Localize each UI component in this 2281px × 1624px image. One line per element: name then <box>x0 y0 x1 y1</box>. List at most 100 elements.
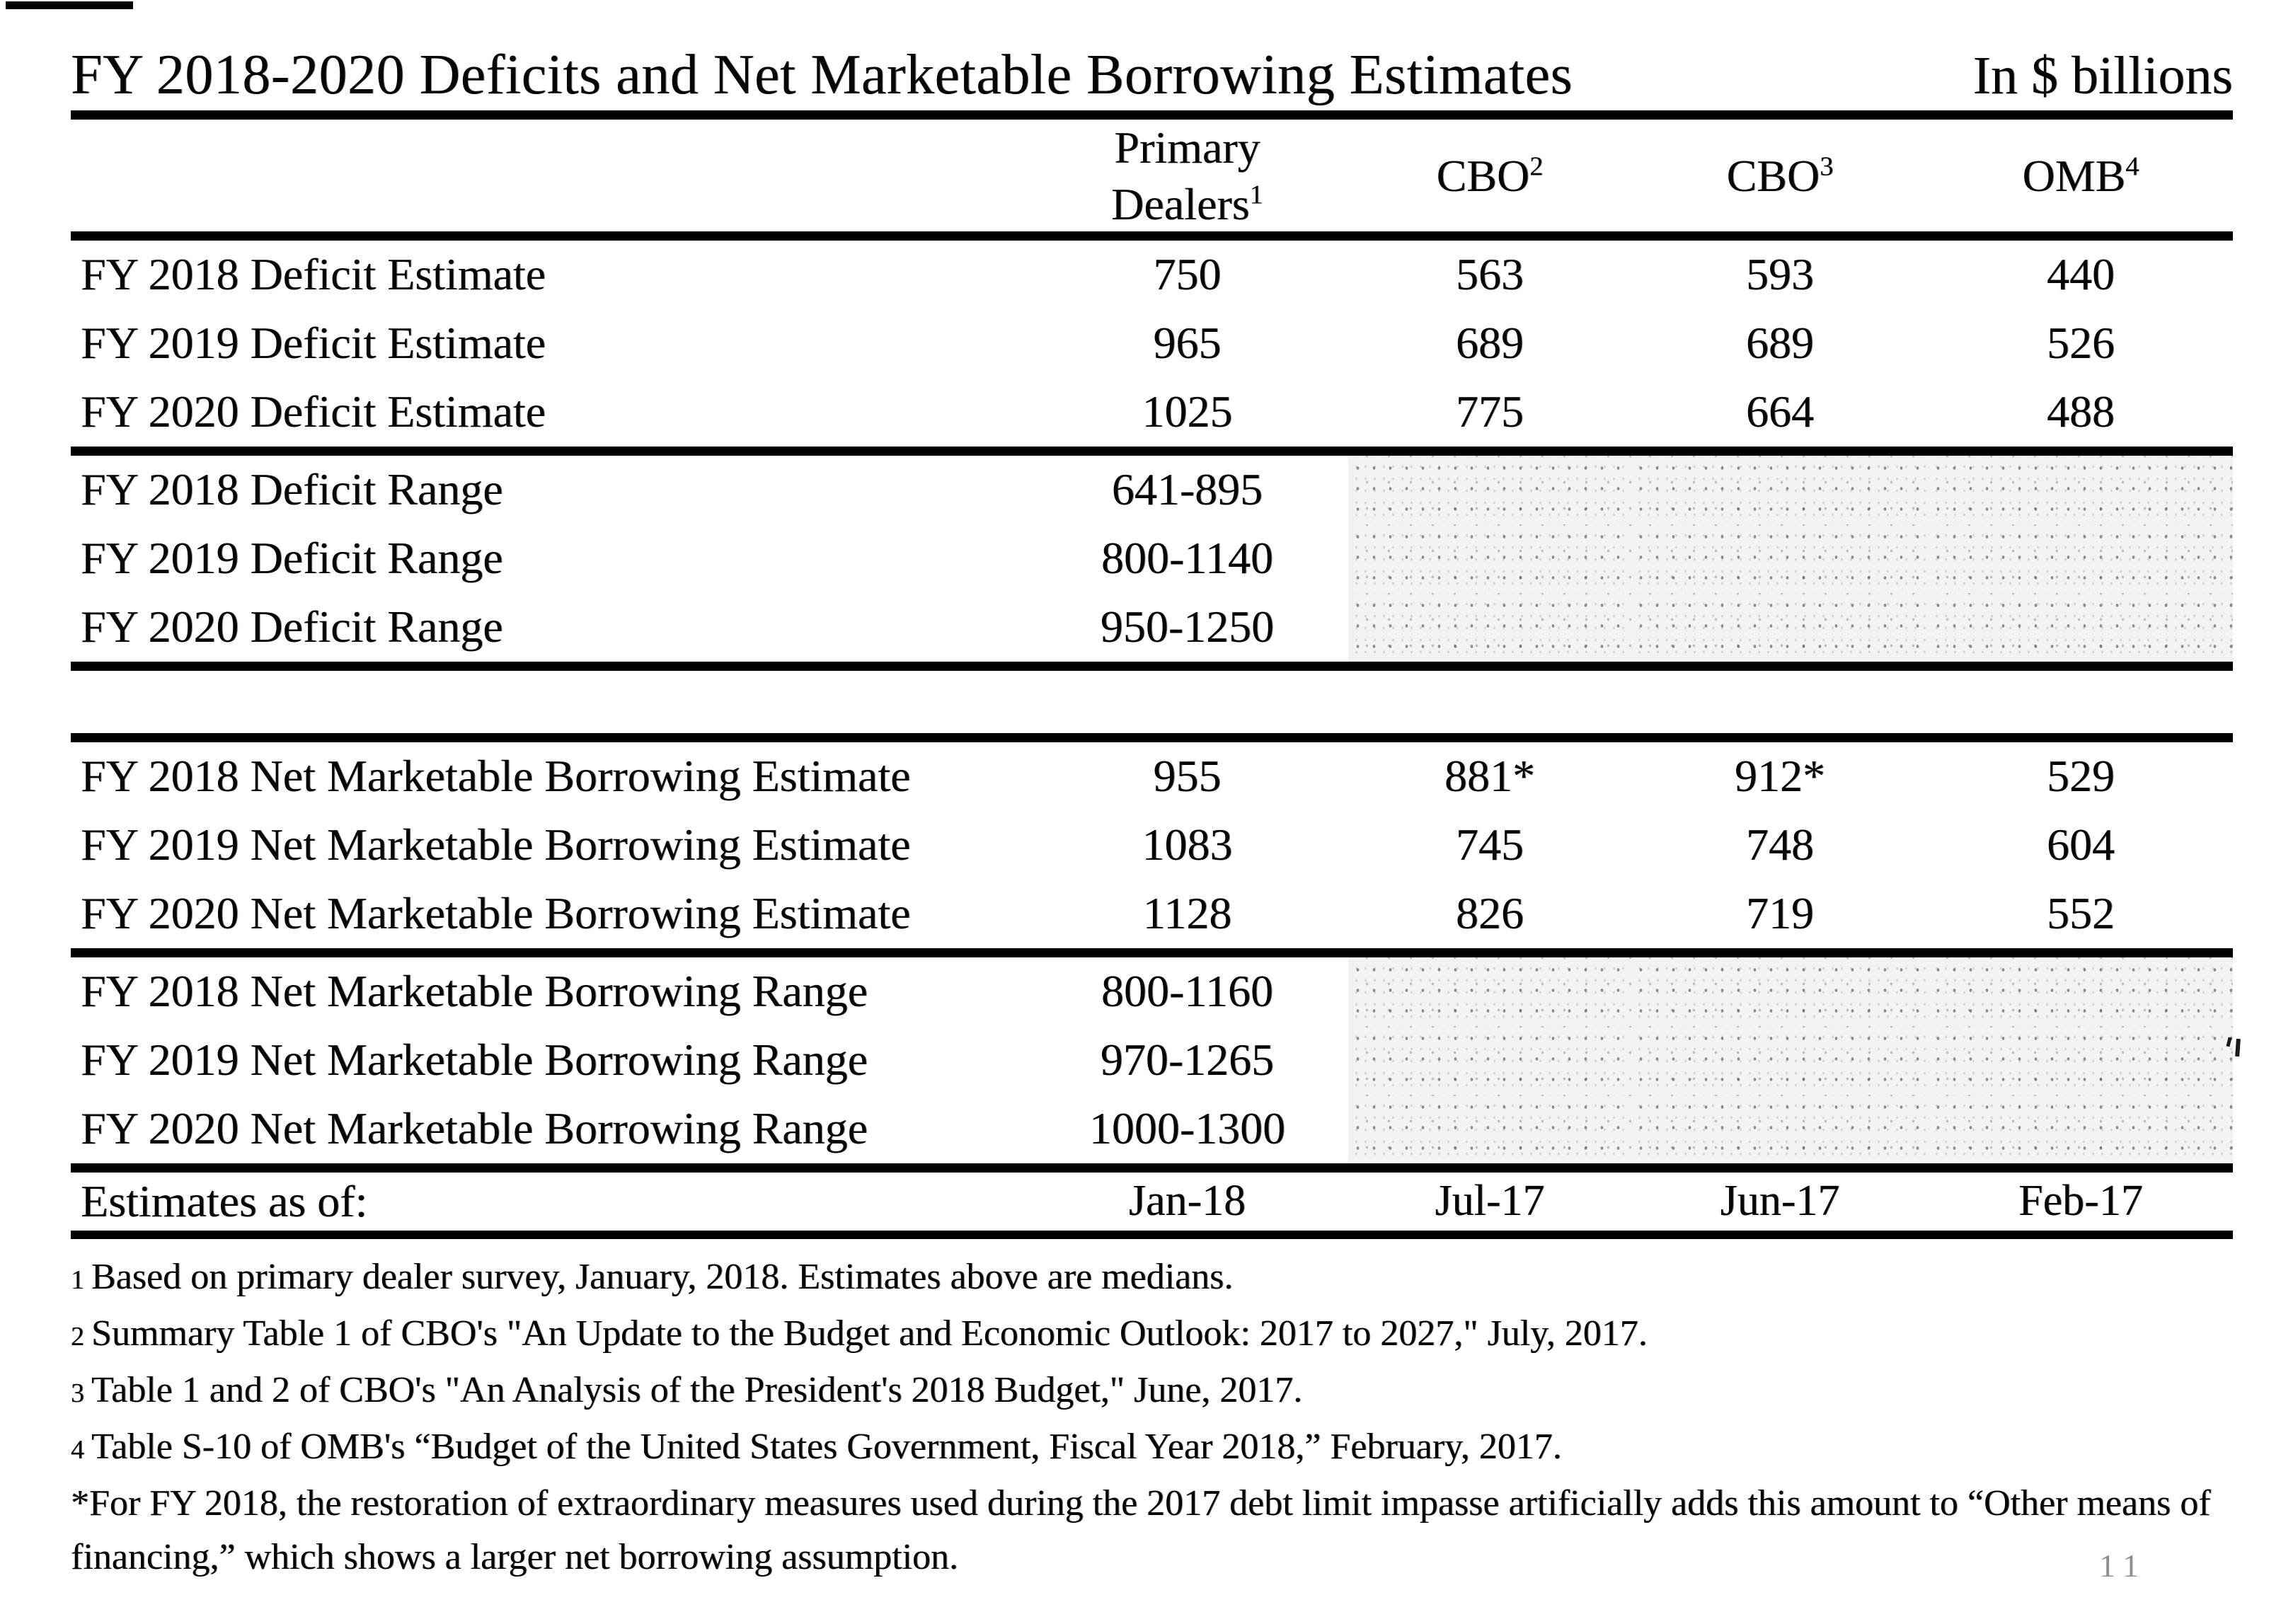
table-row: FY 2019 Deficit Range 800-1140 <box>71 524 2233 593</box>
footnote-marker: 2 <box>71 1321 84 1352</box>
shaded-cell <box>1631 1094 1929 1163</box>
footnote-3: 3 Table 1 and 2 of CBO's "An Analysis of … <box>71 1364 2233 1420</box>
table-row: FY 2018 Deficit Estimate 750 563 593 440 <box>71 241 2233 309</box>
footnotes: 1 Based on primary dealer survey, January… <box>71 1250 2233 1584</box>
shaded-cell <box>1631 524 1929 593</box>
cell-cbo-analysis: 664 <box>1746 386 1814 437</box>
row-label: FY 2020 Deficit Estimate <box>81 386 546 437</box>
row-label: FY 2019 Deficit Range <box>81 533 503 584</box>
table-row: FY 2020 Deficit Estimate 1025 775 664 48… <box>71 378 2233 447</box>
column-header-cbo-analysis: CBO3 <box>1726 150 1834 201</box>
cell-cbo-analysis: 912* <box>1735 751 1825 802</box>
cell-primary-dealers: 800-1160 <box>1101 966 1273 1017</box>
footnote-marker: 4 <box>71 1434 84 1465</box>
cell-omb: 529 <box>2047 751 2115 802</box>
deficit-estimates-section: FY 2018 Deficit Estimate 750 563 593 440… <box>71 241 2233 456</box>
shaded-cell <box>1348 1094 1631 1163</box>
cell-cbo-update: 826 <box>1456 888 1524 939</box>
footnote-asterisk: *For FY 2018, the restoration of extraor… <box>71 1477 2233 1584</box>
row-label: FY 2018 Net Marketable Borrowing Range <box>81 966 868 1017</box>
footnote-ref-2: 2 <box>1529 151 1544 182</box>
cell-primary-dealers: 955 <box>1153 751 1222 802</box>
row-label: FY 2019 Net Marketable Borrowing Estimat… <box>81 819 911 870</box>
footnote-text: Summary Table 1 of CBO's "An Update to t… <box>91 1313 1648 1354</box>
estimates-as-of-row: Estimates as of: Jan-18 Jul-17 Jun-17 Fe… <box>71 1173 2233 1239</box>
table-header-row: Primary Dealers1 CBO2 CBO3 OMB4 <box>71 120 2233 241</box>
cell-cbo-update: 689 <box>1456 318 1524 369</box>
cell-cbo-update: Jul-17 <box>1435 1177 1545 1226</box>
cell-primary-dealers: 750 <box>1153 249 1222 300</box>
table-row: FY 2019 Deficit Estimate 965 689 689 526 <box>71 309 2233 378</box>
column-header-omb: OMB4 <box>2022 150 2139 201</box>
footnote-ref-4: 4 <box>2125 151 2139 182</box>
footnote-ref-1: 1 <box>1249 180 1263 210</box>
shaded-cell <box>1631 455 1929 524</box>
table-row: FY 2018 Net Marketable Borrowing Estimat… <box>71 742 2233 811</box>
scan-artifact-tick <box>2235 1038 2241 1057</box>
column-header-cbo-update: CBO2 <box>1436 150 1544 201</box>
borrowing-estimates-section: FY 2018 Net Marketable Borrowing Estimat… <box>71 732 2233 957</box>
cell-cbo-analysis: Jun-17 <box>1720 1177 1840 1226</box>
cell-cbo-update: 881* <box>1444 751 1535 802</box>
shaded-cell <box>1348 455 1631 524</box>
cell-primary-dealers: 970-1265 <box>1100 1035 1275 1085</box>
shaded-cell <box>1929 1094 2233 1163</box>
row-label: FY 2020 Deficit Range <box>81 601 503 652</box>
cell-cbo-update: 563 <box>1456 249 1524 300</box>
table-row: FY 2019 Net Marketable Borrowing Range 9… <box>71 1025 2233 1095</box>
cell-primary-dealers: 1083 <box>1142 819 1233 870</box>
cell-primary-dealers: 1128 <box>1142 888 1232 939</box>
shaded-cell <box>1631 957 1929 1026</box>
shaded-cell <box>1929 455 2233 524</box>
table-row: FY 2018 Deficit Range 641-895 <box>71 455 2233 524</box>
shaded-cell <box>1929 524 2233 593</box>
footnote-text: For FY 2018, the restoration of extraord… <box>71 1482 2211 1577</box>
shaded-cell <box>1929 592 2233 662</box>
cell-primary-dealers: 950-1250 <box>1100 601 1275 652</box>
shaded-cell <box>1348 592 1631 662</box>
row-label: FY 2020 Net Marketable Borrowing Range <box>81 1103 868 1154</box>
page-title: FY 2018-2020 Deficits and Net Marketable… <box>71 44 1573 106</box>
cell-cbo-update: 775 <box>1456 386 1524 437</box>
cell-cbo-update: 745 <box>1456 819 1524 870</box>
cell-omb: 552 <box>2047 888 2115 939</box>
section-gap <box>71 671 2233 733</box>
page-number: 11 <box>2099 1548 2148 1584</box>
units-label: In $ billions <box>1972 46 2233 105</box>
footnote-marker: * <box>71 1482 89 1524</box>
shaded-cell <box>1631 592 1929 662</box>
shaded-cell <box>1348 957 1631 1026</box>
cell-primary-dealers: 1025 <box>1142 386 1233 437</box>
deficit-ranges-section: FY 2018 Deficit Range 641-895 FY 2019 De… <box>71 455 2233 671</box>
cell-omb: Feb-17 <box>2018 1177 2143 1226</box>
shaded-cell <box>1929 957 2233 1026</box>
cell-omb: 604 <box>2047 819 2115 870</box>
row-label: FY 2018 Net Marketable Borrowing Estimat… <box>81 751 911 802</box>
footnote-marker: 3 <box>71 1378 84 1408</box>
cell-cbo-analysis: 719 <box>1746 888 1814 939</box>
cell-cbo-analysis: 748 <box>1746 819 1814 870</box>
row-label: FY 2018 Deficit Estimate <box>81 249 546 300</box>
cell-primary-dealers: Jan-18 <box>1128 1177 1246 1226</box>
row-label: FY 2019 Deficit Estimate <box>81 318 546 369</box>
cell-omb: 488 <box>2047 386 2115 437</box>
footnote-1: 1 Based on primary dealer survey, January… <box>71 1250 2233 1307</box>
footnote-4: 4 Table S-10 of OMB's “Budget of the Unit… <box>71 1420 2233 1477</box>
cell-primary-dealers: 800-1140 <box>1101 533 1273 584</box>
scan-artifact-bar <box>6 1 133 9</box>
row-label: Estimates as of: <box>81 1175 368 1226</box>
footnote-text: Based on primary dealer survey, January,… <box>91 1256 1234 1297</box>
cell-primary-dealers: 1000-1300 <box>1088 1103 1286 1154</box>
cell-omb: 440 <box>2047 249 2115 300</box>
page-content: FY 2018-2020 Deficits and Net Marketable… <box>71 0 2233 1584</box>
cell-primary-dealers: 965 <box>1153 318 1222 369</box>
cell-cbo-analysis: 689 <box>1746 318 1814 369</box>
borrowing-ranges-section: FY 2018 Net Marketable Borrowing Range 8… <box>71 957 2233 1173</box>
footnote-2: 2 Summary Table 1 of CBO's "An Update to … <box>71 1307 2233 1364</box>
footnote-ref-3: 3 <box>1820 151 1834 182</box>
table-row: FY 2018 Net Marketable Borrowing Range 8… <box>71 957 2233 1026</box>
column-header-primary-dealers: Primary Dealers1 <box>1111 122 1263 229</box>
shaded-cell <box>1348 1025 1631 1095</box>
title-row: FY 2018-2020 Deficits and Net Marketable… <box>71 44 2233 120</box>
